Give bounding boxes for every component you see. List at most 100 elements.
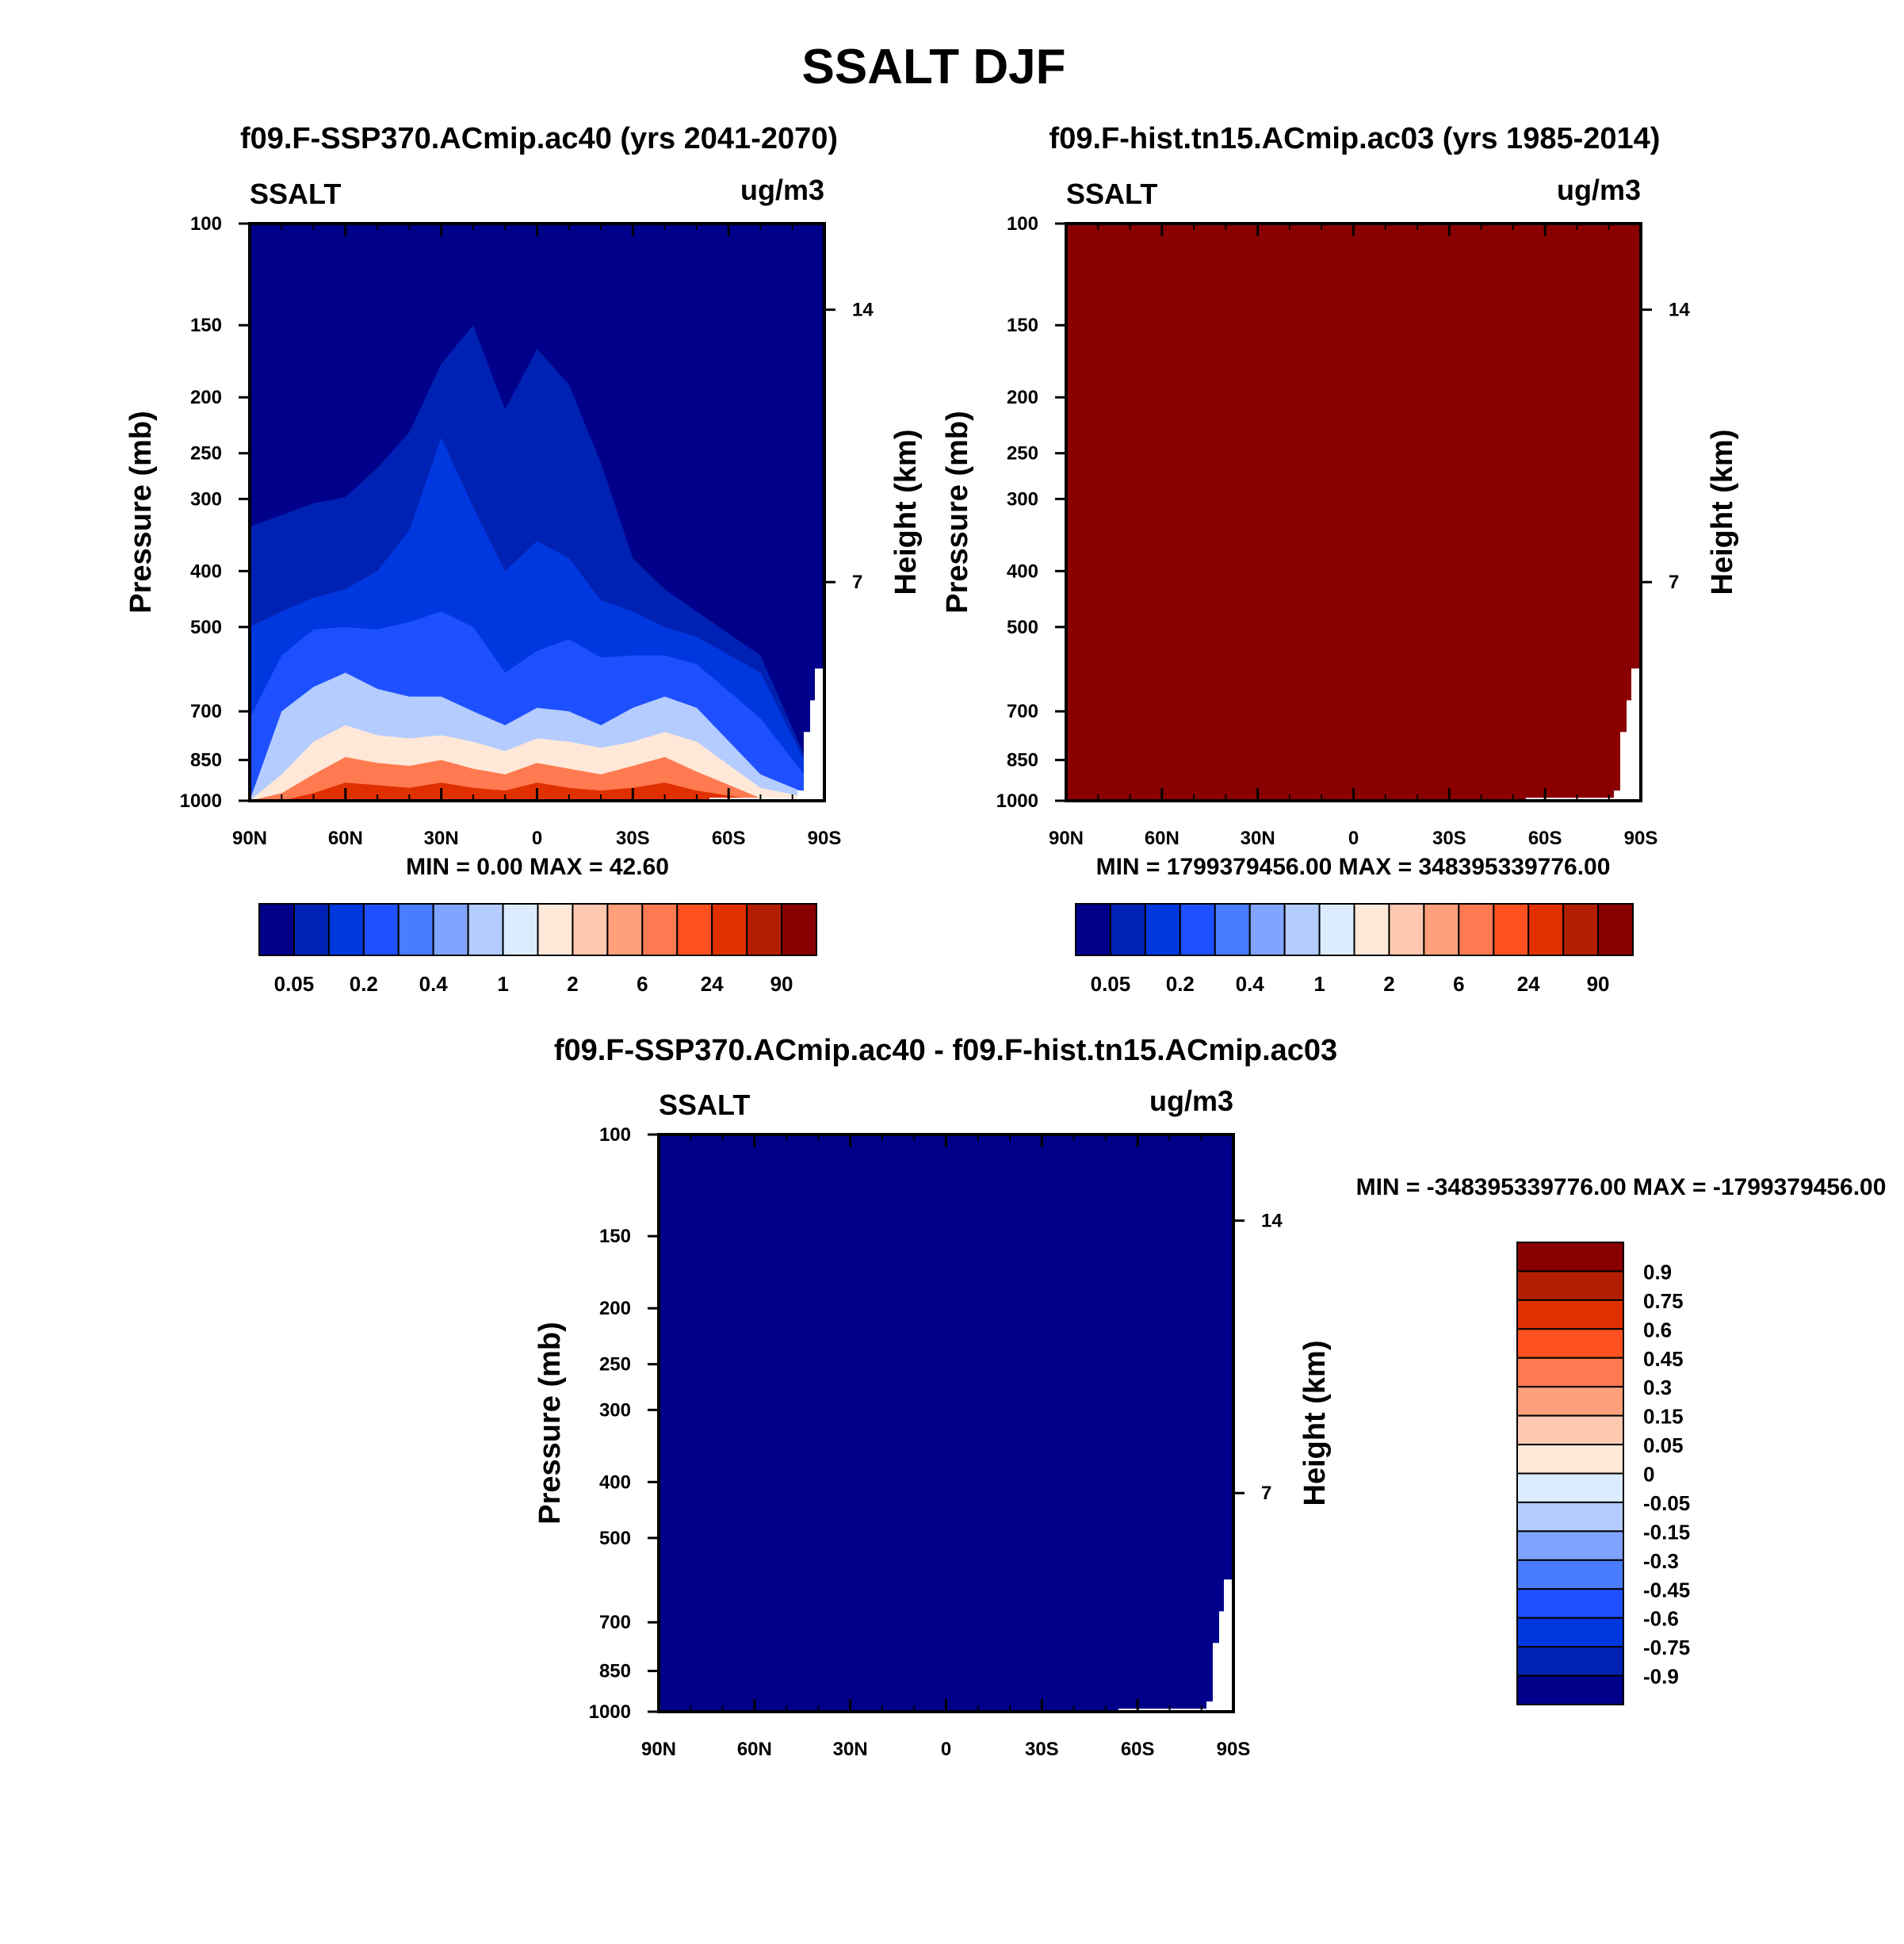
colorbar-label: 0 — [1643, 1463, 1654, 1487]
x-tick-label: 60N — [737, 1739, 772, 1760]
colorbar-swatch — [1527, 903, 1565, 956]
y-tick-label: 1000 — [589, 1701, 631, 1723]
y-tick-label: 200 — [1007, 387, 1038, 408]
colorbar-label: -0.75 — [1643, 1636, 1690, 1659]
x-tick-label: 90N — [1049, 828, 1084, 849]
colorbar-label: 0.45 — [1643, 1347, 1684, 1371]
panel3-title: f09.F-SSP370.ACmip.ac40 - f09.F-hist.tn1… — [554, 1034, 1337, 1067]
colorbar-label: -0.05 — [1643, 1491, 1690, 1515]
colorbar-swatch — [1516, 1674, 1624, 1705]
x-tick-label: 30S — [1432, 828, 1466, 849]
y-tick-label: 250 — [190, 443, 222, 465]
units-label: ug/m3 — [740, 174, 824, 206]
colorbar-swatch — [1516, 1617, 1624, 1648]
colorbar-swatch — [1516, 1414, 1624, 1446]
x-tick-label: 30S — [616, 828, 650, 849]
y-tick-label: 150 — [190, 315, 222, 336]
missing-data-region — [1118, 1579, 1233, 1712]
y-tick-label: 850 — [1007, 750, 1038, 771]
colorbar-swatch — [1516, 1270, 1624, 1301]
colorbar-swatch — [1248, 903, 1286, 956]
colorbar-label: 0.05 — [274, 972, 315, 996]
colorbar-swatch — [1516, 1646, 1624, 1677]
colorbar-swatch — [327, 903, 365, 956]
y-tick-label: 1000 — [180, 790, 222, 812]
y2-axis-title: Height (km) — [1706, 430, 1739, 595]
y-tick-label: 200 — [190, 387, 222, 408]
colorbar-swatch — [1353, 903, 1390, 956]
colorbar-swatch — [1493, 903, 1530, 956]
y-axis-title: Pressure (mb) — [124, 411, 158, 614]
colorbar-swatch — [1144, 903, 1181, 956]
x-tick-label: 60S — [712, 828, 746, 849]
colorbar-swatch — [1423, 903, 1460, 956]
y-tick-label: 100 — [1007, 213, 1038, 235]
colorbar-swatch — [676, 903, 713, 956]
x-tick-label: 60N — [1145, 828, 1179, 849]
colorbar-swatch — [1214, 903, 1251, 956]
colorbar-label: 2 — [567, 972, 578, 996]
colorbar-label: 0.4 — [1236, 972, 1265, 996]
colorbar-swatch — [1597, 903, 1634, 956]
min-max-label: MIN = -348395339776.00 MAX = -1799379456… — [1356, 1174, 1887, 1200]
colorbar-swatch — [1283, 903, 1321, 956]
y-tick-label: 500 — [190, 617, 222, 638]
colorbar-label: 2 — [1383, 972, 1394, 996]
colorbar-swatch — [641, 903, 679, 956]
y-tick-label: 400 — [190, 561, 222, 582]
y-tick-label: 300 — [190, 488, 222, 510]
y2-axis-title: Height (km) — [889, 430, 923, 595]
colorbar-swatch — [1516, 1299, 1624, 1330]
y-tick-label: 700 — [190, 701, 222, 722]
colorbar-label: 90 — [770, 972, 793, 996]
colorbar-swatch — [1516, 1559, 1624, 1590]
x-tick-label: 90N — [232, 828, 267, 849]
colorbar-swatch — [467, 903, 504, 956]
y2-tick-label: 7 — [852, 572, 862, 593]
x-tick-label: 90N — [641, 1739, 676, 1760]
y2-tick-label: 7 — [1669, 572, 1679, 593]
y-tick-label: 400 — [599, 1471, 631, 1493]
panel2-title: f09.F-hist.tn15.ACmip.ac03 (yrs 1985-201… — [1049, 122, 1661, 155]
min-max-label: MIN = 1799379456.00 MAX = 348395339776.0… — [1096, 854, 1611, 880]
x-tick-label: 30N — [1241, 828, 1275, 849]
x-tick-label: 90S — [1624, 828, 1658, 849]
x-tick-label: 60N — [328, 828, 363, 849]
y-tick-label: 500 — [1007, 617, 1038, 638]
x-tick-label: 30N — [833, 1739, 868, 1760]
variable-label: SSALT — [1066, 178, 1157, 210]
colorbar-swatch — [606, 903, 644, 956]
colorbar-label: -0.15 — [1643, 1520, 1690, 1544]
variable-label: SSALT — [659, 1089, 750, 1121]
x-tick-label: 0 — [941, 1739, 951, 1760]
units-label: ug/m3 — [1557, 174, 1641, 206]
colorbar-label: 0.4 — [419, 972, 449, 996]
y-tick-label: 250 — [1007, 443, 1038, 465]
y-tick-label: 500 — [599, 1528, 631, 1549]
figure-title: SSALT DJF — [802, 40, 1066, 94]
y-axis-title: Pressure (mb) — [533, 1322, 567, 1525]
y-tick-label: 700 — [1007, 701, 1038, 722]
colorbar-swatch — [1458, 903, 1495, 956]
colorbar-swatch — [1516, 1386, 1624, 1417]
x-tick-label: 60S — [1121, 1739, 1155, 1760]
y-tick-label: 200 — [599, 1298, 631, 1319]
y-tick-label: 850 — [190, 750, 222, 771]
x-tick-label: 30N — [424, 828, 459, 849]
y2-axis-title: Height (km) — [1298, 1341, 1332, 1506]
y-tick-label: 150 — [1007, 315, 1038, 336]
colorbar-swatch — [1516, 1328, 1624, 1359]
x-tick-label: 0 — [1348, 828, 1359, 849]
missing-data-region — [1526, 668, 1641, 801]
colorbar-label: 6 — [637, 972, 648, 996]
colorbar-swatch — [1516, 1242, 1624, 1272]
y-tick-label: 300 — [1007, 488, 1038, 510]
colorbar-swatch — [537, 903, 574, 956]
colorbar-label: 90 — [1587, 972, 1610, 996]
colorbar-swatch — [292, 903, 330, 956]
panel1-title: f09.F-SSP370.ACmip.ac40 (yrs 2041-2070) — [240, 122, 838, 155]
colorbar-swatch — [1109, 903, 1146, 956]
colorbar-swatch — [1318, 903, 1355, 956]
colorbar-swatch — [1562, 903, 1600, 956]
